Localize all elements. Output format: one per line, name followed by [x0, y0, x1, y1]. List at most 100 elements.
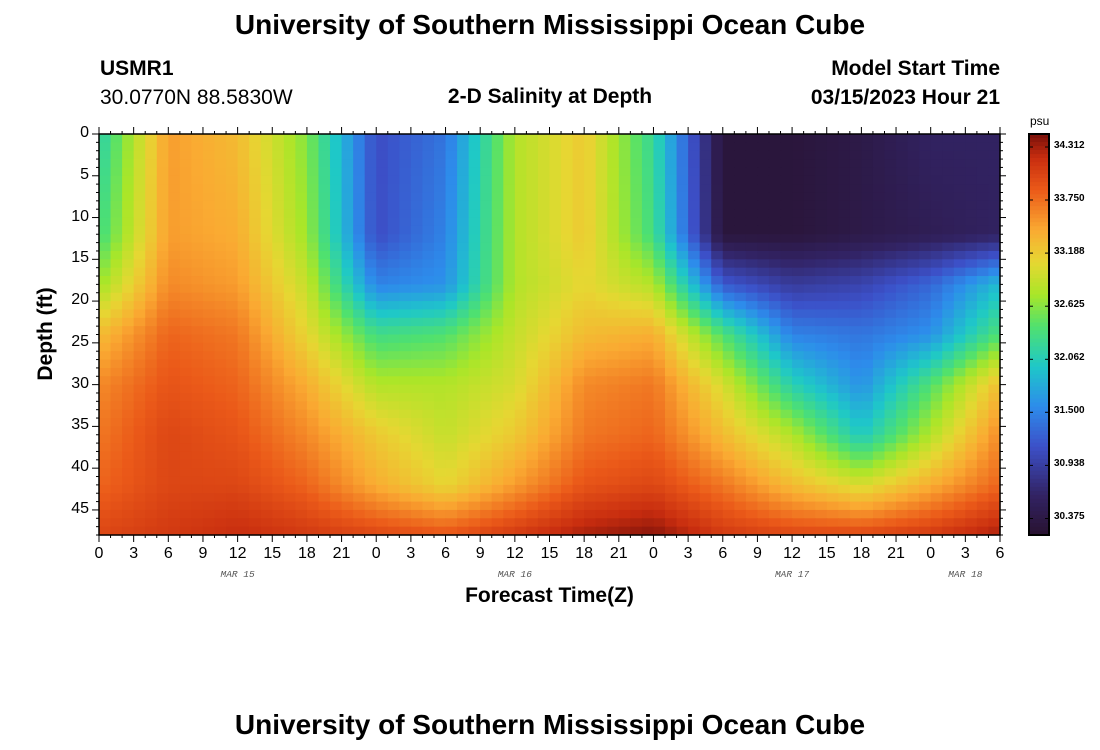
heatmap-cell	[953, 301, 966, 311]
heatmap-cell	[110, 217, 123, 227]
heatmap-cell	[179, 276, 193, 285]
heatmap-cell	[341, 342, 354, 352]
heatmap-cell	[237, 509, 250, 519]
x-tick-label: 12	[505, 545, 524, 562]
heatmap-cell	[445, 468, 458, 478]
colorbar-swatch	[1029, 338, 1049, 344]
heatmap-cell	[757, 434, 770, 444]
heatmap-cell	[815, 426, 828, 436]
heatmap-cell	[665, 276, 678, 285]
heatmap-cell	[537, 342, 551, 352]
heatmap-cell	[745, 317, 759, 327]
heatmap-cell	[514, 468, 527, 478]
heatmap-cell	[283, 225, 296, 235]
heatmap-cell	[376, 250, 389, 260]
heatmap-cell	[99, 292, 112, 302]
heatmap-cell	[930, 409, 943, 419]
heatmap-cell	[191, 326, 204, 336]
heatmap-cell	[872, 334, 886, 344]
heatmap-cell	[422, 225, 435, 235]
heatmap-cell	[214, 451, 227, 461]
heatmap-cell	[688, 518, 701, 528]
heatmap-cell	[641, 192, 655, 202]
heatmap-cell	[872, 259, 886, 269]
model-start-value: 03/15/2023 Hour 21	[810, 86, 1000, 109]
heatmap-cell	[145, 334, 158, 344]
heatmap-cell	[803, 200, 816, 210]
heatmap-cell	[584, 175, 597, 185]
colorbar-swatch	[1029, 198, 1049, 203]
heatmap-cell	[214, 367, 227, 377]
heatmap-cell	[965, 200, 978, 210]
heatmap-cell	[896, 443, 909, 453]
heatmap-cell	[665, 443, 678, 453]
heatmap-cell	[734, 167, 747, 177]
heatmap-cell	[965, 359, 978, 369]
heatmap-cell	[480, 242, 493, 252]
heatmap-cell	[711, 209, 724, 219]
heatmap-cell	[468, 142, 481, 152]
heatmap-cell	[480, 292, 493, 302]
heatmap-cell	[272, 476, 285, 486]
heatmap-cell	[330, 175, 343, 185]
heatmap-cell	[803, 134, 816, 143]
heatmap-cell	[768, 443, 782, 453]
heatmap-cell	[965, 459, 978, 469]
heatmap-cell	[399, 309, 412, 319]
heatmap-cell	[376, 159, 389, 169]
heatmap-cell	[376, 225, 389, 235]
heatmap-cell	[433, 484, 447, 494]
heatmap-cell	[191, 334, 204, 344]
heatmap-cell	[226, 401, 239, 411]
heatmap-cell	[364, 142, 377, 152]
heatmap-cell	[734, 150, 747, 160]
heatmap-cell	[179, 459, 193, 469]
heatmap-cell	[815, 342, 828, 352]
heatmap-cell	[537, 526, 551, 536]
heatmap-cell	[676, 142, 689, 152]
heatmap-cell	[295, 434, 308, 444]
heatmap-cell	[861, 317, 874, 327]
heatmap-cell	[757, 484, 770, 494]
heatmap-cell	[815, 367, 828, 377]
heatmap-cell	[480, 526, 493, 536]
heatmap-cell	[884, 292, 897, 302]
heatmap-cell	[468, 292, 481, 302]
heatmap-cell	[861, 301, 874, 311]
heatmap-cell	[133, 292, 146, 302]
heatmap-cell	[595, 242, 608, 252]
heatmap-cell	[191, 301, 204, 311]
heatmap-cell	[306, 284, 320, 294]
heatmap-cell	[99, 142, 112, 152]
heatmap-cell	[330, 493, 343, 503]
heatmap-cell	[503, 134, 516, 143]
heatmap-cell	[919, 392, 932, 402]
heatmap-cell	[191, 159, 204, 169]
heatmap-cell	[884, 284, 897, 294]
heatmap-cell	[168, 301, 181, 311]
heatmap-cell	[376, 192, 389, 202]
heatmap-cell	[341, 175, 354, 185]
heatmap-cell	[191, 426, 204, 436]
heatmap-cell	[734, 200, 747, 210]
heatmap-cell	[214, 376, 227, 386]
heatmap-cell	[768, 309, 782, 319]
heatmap-cell	[722, 359, 735, 369]
heatmap-cell	[561, 409, 574, 419]
heatmap-cell	[861, 518, 874, 528]
heatmap-cell	[919, 426, 932, 436]
heatmap-cell	[803, 276, 816, 285]
x-tick-label: 3	[129, 545, 139, 562]
heatmap-cell	[249, 392, 262, 402]
heatmap-cell	[514, 409, 527, 419]
heatmap-cell	[826, 509, 839, 519]
heatmap-cell	[919, 493, 932, 503]
heatmap-cell	[572, 376, 585, 386]
heatmap-cell	[641, 501, 655, 511]
heatmap-cell	[133, 434, 146, 444]
heatmap-cell	[410, 142, 424, 152]
heatmap-cell	[249, 334, 262, 344]
heatmap-cell	[861, 418, 874, 427]
heatmap-cell	[618, 468, 631, 478]
heatmap-cell	[168, 376, 181, 386]
